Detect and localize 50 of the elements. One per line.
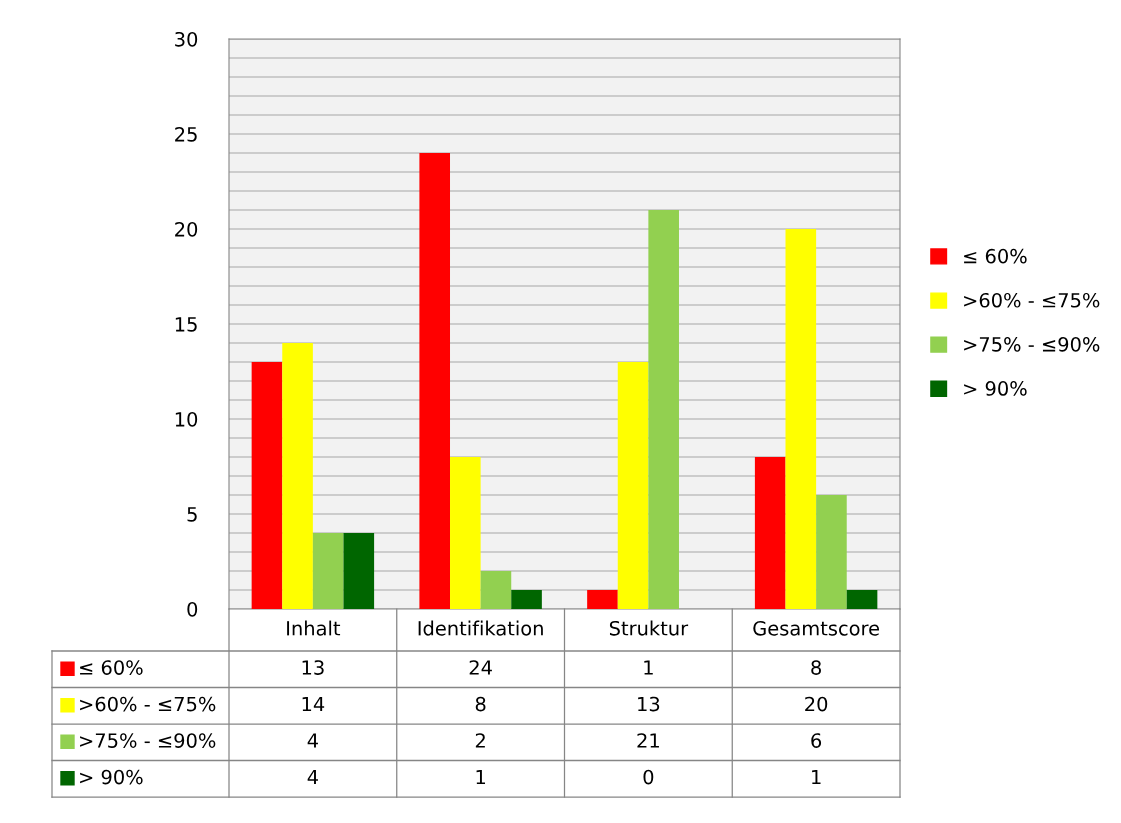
data-label: 1 <box>812 769 821 785</box>
data-label: 14 <box>302 696 325 712</box>
data-label: 0 <box>643 769 654 785</box>
y-tick-label: 20 <box>175 221 198 237</box>
bar <box>846 590 878 609</box>
bar <box>480 571 512 609</box>
bar <box>511 590 542 609</box>
y-tick-label: 10 <box>175 411 198 427</box>
y-tick-label: 25 <box>175 126 197 142</box>
text: > 90% <box>80 769 143 785</box>
data-label: 8 <box>811 660 821 675</box>
y-tick-label: 30 <box>175 31 198 47</box>
data-label: 21 <box>637 733 659 748</box>
x-tick-label: Struktur <box>609 620 689 636</box>
data-label: 2 <box>475 733 485 748</box>
y-tick-label: 5 <box>187 507 197 522</box>
data-label: 1 <box>644 660 653 675</box>
x-tick-label: Inhalt <box>287 620 341 636</box>
bar <box>648 210 679 609</box>
bar <box>419 153 451 609</box>
data-label: 6 <box>811 733 822 748</box>
bar <box>816 495 847 609</box>
y-tick-label: 15 <box>175 317 197 332</box>
bar <box>617 362 649 609</box>
bar <box>282 343 313 609</box>
data-label: 13 <box>302 660 324 675</box>
bar <box>450 457 481 609</box>
text: ≤ 60% <box>964 248 1027 264</box>
bar <box>785 229 817 609</box>
text: >60% - ≤75% <box>964 292 1100 308</box>
data-label: 8 <box>475 696 486 712</box>
bar <box>587 590 618 609</box>
data-label: 13 <box>638 696 660 712</box>
x-tick-label: Gesamtscore <box>753 620 880 636</box>
bar <box>251 362 283 609</box>
bar <box>754 457 786 609</box>
bar <box>343 533 375 609</box>
legend-label: >75% - ≤90% <box>964 336 1100 352</box>
text: >75% - ≤90% <box>80 733 216 748</box>
legend-label: ≤ 60% <box>80 660 143 675</box>
x-tick-label: Identifikation <box>418 620 543 636</box>
legend-label: >60% - ≤75% <box>80 696 216 712</box>
bar <box>312 533 344 609</box>
data-label: 4 <box>307 769 318 785</box>
y-tick-label: 0 <box>187 601 198 617</box>
data-label: 24 <box>469 660 492 675</box>
data-label: 4 <box>307 733 318 748</box>
data-label: 1 <box>476 769 486 785</box>
data-label: 20 <box>805 696 828 712</box>
legend-label: > 90% <box>964 381 1027 396</box>
